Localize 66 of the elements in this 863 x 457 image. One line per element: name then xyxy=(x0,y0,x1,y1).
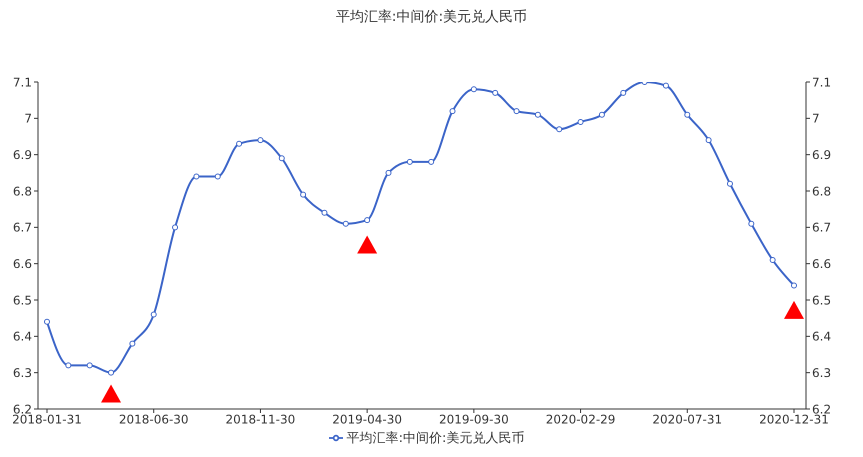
point xyxy=(150,312,157,318)
point xyxy=(770,257,776,264)
point xyxy=(662,82,669,89)
legend-label: 平均汇率:中间价:美元兑人民币 xyxy=(346,431,524,446)
point xyxy=(598,112,605,118)
point xyxy=(620,90,626,96)
y2-tick-label: 7 xyxy=(812,112,820,126)
x-tick-label: 2018-06-30 xyxy=(118,412,189,427)
x-tick-label: 2018-01-31 xyxy=(12,412,82,427)
x-tick-label: 2020-02-29 xyxy=(546,412,616,427)
point xyxy=(236,140,242,147)
y-tick-label: 6.5 xyxy=(12,293,32,308)
y2-tick-label: 7.1 xyxy=(812,75,832,90)
y2-tick-label: 6.6 xyxy=(812,256,832,271)
point xyxy=(193,173,200,180)
x-tick-label: 2020-07-31 xyxy=(652,412,722,427)
point xyxy=(214,173,221,180)
point xyxy=(684,112,690,118)
point xyxy=(450,108,456,114)
point xyxy=(86,362,93,368)
point xyxy=(556,126,562,132)
point xyxy=(492,90,498,96)
point xyxy=(172,224,178,230)
x-tick-label: 2019-09-30 xyxy=(438,412,509,427)
point xyxy=(428,158,434,165)
y2-tick-label: 6.7 xyxy=(812,220,832,235)
y-tick-label: 6.6 xyxy=(12,256,32,271)
y-tick-label: 6.3 xyxy=(12,366,32,380)
x-tick-label: 2018-11-30 xyxy=(226,412,296,427)
y2-tick-label: 6.3 xyxy=(812,366,832,380)
point xyxy=(321,210,328,216)
point xyxy=(514,108,520,114)
point xyxy=(108,370,114,376)
point xyxy=(470,86,477,92)
y-tick-label: 6.8 xyxy=(12,184,32,198)
y-tick-label: 6.9 xyxy=(12,148,32,162)
y2-tick-label: 6.9 xyxy=(812,148,832,162)
point xyxy=(578,118,584,125)
point xyxy=(65,362,72,368)
y-tick-label: 7.1 xyxy=(12,75,32,90)
point xyxy=(726,180,733,187)
point xyxy=(129,340,136,347)
y2-tick-label: 6.4 xyxy=(812,330,832,344)
point xyxy=(342,220,349,227)
point xyxy=(784,300,804,319)
point xyxy=(385,170,392,176)
point xyxy=(44,318,50,325)
point xyxy=(101,384,122,402)
x-tick-label: 2020-12-31 xyxy=(759,412,829,427)
point xyxy=(406,158,413,165)
point xyxy=(791,282,797,288)
point xyxy=(534,112,541,118)
chart-title: 平均汇率:中间价:美元兑人民币 xyxy=(334,8,528,26)
y2-tick-label: 6.5 xyxy=(812,293,832,308)
point xyxy=(706,137,712,144)
y-tick-label: 6.7 xyxy=(12,220,32,235)
point xyxy=(748,220,754,227)
y-tick-label: 7 xyxy=(24,112,32,126)
point xyxy=(300,192,306,198)
point xyxy=(357,236,378,254)
point xyxy=(278,155,285,162)
y2-tick-label: 6.8 xyxy=(812,184,832,198)
point xyxy=(257,137,264,144)
y-tick-label: 6.4 xyxy=(12,330,32,344)
x-tick-label: 2019-04-30 xyxy=(332,412,402,427)
point xyxy=(364,217,370,224)
